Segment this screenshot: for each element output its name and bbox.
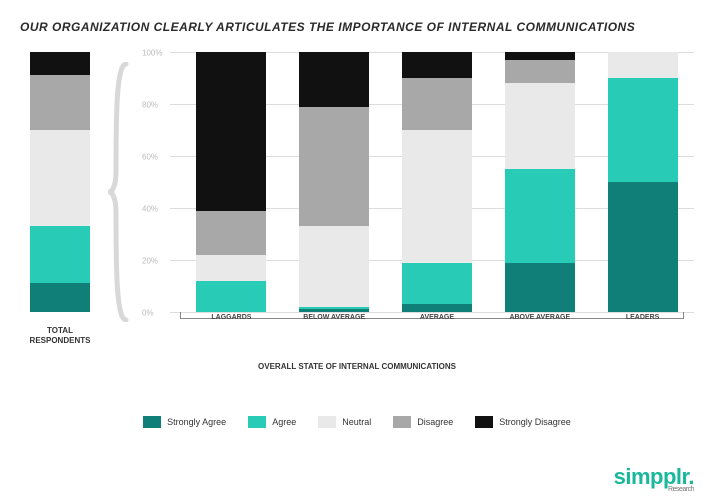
bar-above-average: [505, 52, 575, 312]
grid-column: 0% 20% 40% 60% 80% 100% LAGGARDS BELOW AVERAGE…: [140, 52, 694, 332]
segment-agree: [402, 263, 472, 305]
legend-item-strongly_disagree: Strongly Disagree: [475, 416, 571, 428]
logo: simpplr. Research: [614, 464, 694, 493]
segment-strongly_disagree: [30, 52, 90, 75]
x-label: LEADERS: [608, 314, 678, 321]
legend-swatch: [393, 416, 411, 428]
y-tick-label: 100%: [142, 49, 162, 58]
x-label: AVERAGE: [402, 314, 472, 321]
y-tick-label: 40%: [142, 205, 158, 214]
legend-item-neutral: Neutral: [318, 416, 371, 428]
segment-strongly_disagree: [196, 52, 266, 211]
segment-strongly_agree: [402, 304, 472, 312]
legend-item-disagree: Disagree: [393, 416, 453, 428]
legend-swatch: [248, 416, 266, 428]
bars-row: [180, 52, 694, 312]
chart-area: TOTALRESPONDENTS 0% 20% 40% 60% 80% 100% LAGG…: [20, 52, 694, 332]
segment-neutral: [402, 130, 472, 263]
y-tick-label: 80%: [142, 101, 158, 110]
bar-laggards: [196, 52, 266, 312]
segment-neutral: [30, 130, 90, 226]
segment-disagree: [402, 78, 472, 130]
legend-swatch: [475, 416, 493, 428]
segment-strongly_disagree: [402, 52, 472, 78]
bar-below-average: [299, 52, 369, 312]
legend-label: Neutral: [342, 417, 371, 427]
segment-agree: [505, 169, 575, 263]
segment-strongly_agree: [505, 263, 575, 312]
segment-disagree: [30, 75, 90, 130]
x-label: ABOVE AVERAGE: [505, 314, 575, 321]
chart-title: OUR ORGANIZATION CLEARLY ARTICULATES THE…: [20, 20, 694, 34]
segment-strongly_disagree: [505, 52, 575, 60]
y-tick-label: 60%: [142, 153, 158, 162]
x-axis-title: OVERALL STATE OF INTERNAL COMMUNICATIONS: [20, 362, 694, 371]
segment-disagree: [299, 107, 369, 227]
total-label: TOTALRESPONDENTS: [30, 326, 91, 345]
brace-column: [100, 52, 140, 332]
x-labels: LAGGARDS BELOW AVERAGE AVERAGE ABOVE AVERAG…: [180, 314, 694, 321]
segment-neutral: [196, 255, 266, 281]
total-bar: [30, 52, 90, 312]
segment-strongly_agree: [608, 182, 678, 312]
bar-average: [402, 52, 472, 312]
legend-label: Strongly Disagree: [499, 417, 571, 427]
legend-label: Strongly Agree: [167, 417, 226, 427]
segment-neutral: [608, 52, 678, 78]
legend-item-strongly_agree: Strongly Agree: [143, 416, 226, 428]
x-label: LAGGARDS: [196, 314, 266, 321]
segment-disagree: [505, 60, 575, 83]
legend-label: Disagree: [417, 417, 453, 427]
legend-item-agree: Agree: [248, 416, 296, 428]
segment-agree: [196, 281, 266, 312]
segment-agree: [30, 226, 90, 283]
legend-swatch: [318, 416, 336, 428]
segment-strongly_disagree: [299, 52, 369, 107]
legend-label: Agree: [272, 417, 296, 427]
y-tick-label: 20%: [142, 257, 158, 266]
bar-leaders: [608, 52, 678, 312]
segment-disagree: [196, 211, 266, 255]
segment-neutral: [505, 83, 575, 169]
brace-icon: [108, 62, 132, 322]
legend: Strongly Agree Agree Neutral Disagree Strong…: [20, 416, 694, 428]
segment-agree: [608, 78, 678, 182]
x-label: BELOW AVERAGE: [299, 314, 369, 321]
segment-strongly_agree: [30, 283, 90, 312]
y-tick-label: 0%: [142, 309, 154, 318]
total-column: TOTALRESPONDENTS: [20, 52, 100, 332]
segment-neutral: [299, 226, 369, 307]
legend-swatch: [143, 416, 161, 428]
